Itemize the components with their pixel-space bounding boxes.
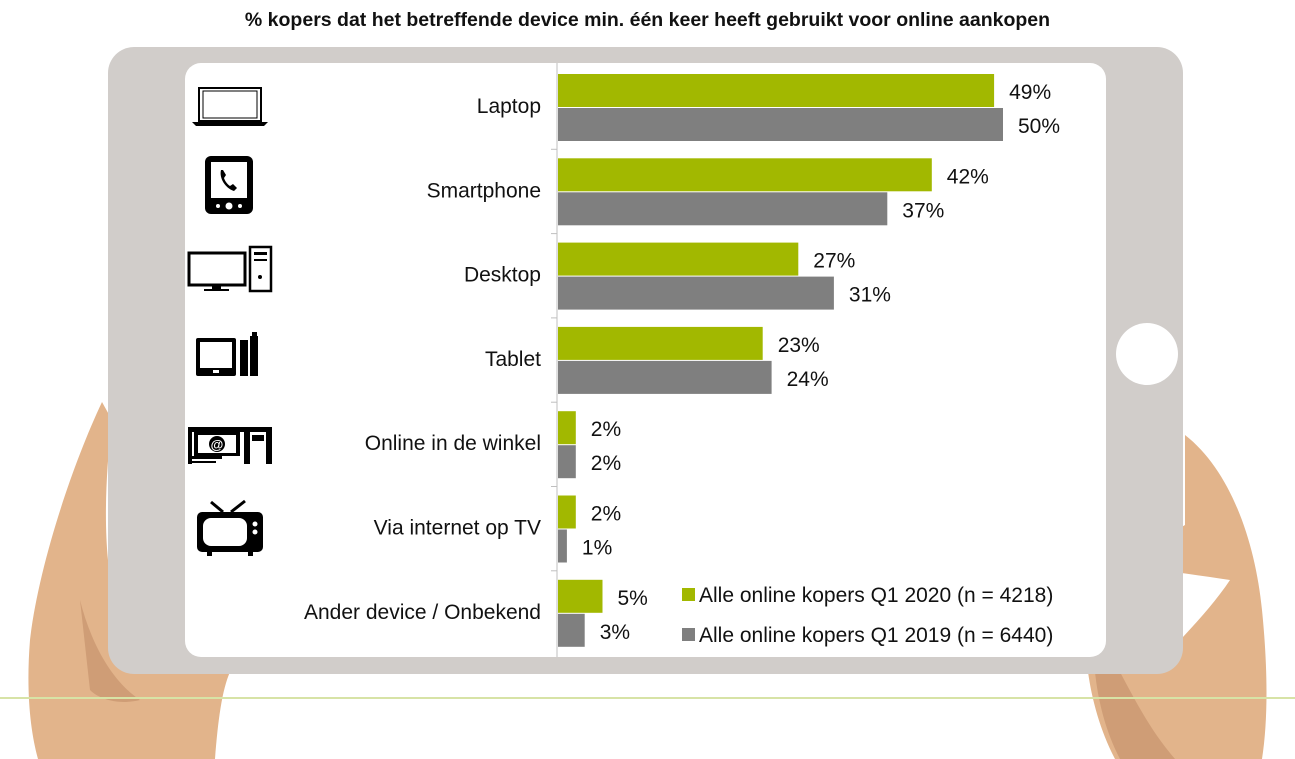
data-label: 2%	[591, 452, 621, 475]
data-label: 50%	[1018, 115, 1060, 138]
legend-swatch	[682, 588, 695, 601]
bar-q1-2019	[558, 192, 888, 226]
right-hand-shadow	[1095, 672, 1175, 759]
bar-q1-2020	[558, 158, 932, 192]
category-label: Smartphone	[427, 179, 541, 202]
right-hand	[1077, 435, 1267, 759]
data-label: 2%	[591, 418, 621, 441]
bar-q1-2019	[558, 445, 576, 479]
data-label: 2%	[591, 503, 621, 526]
data-label: 24%	[787, 368, 829, 391]
shop-terminal-icon: @	[188, 427, 272, 464]
bar-q1-2020	[558, 495, 576, 529]
legend-swatch	[682, 628, 695, 641]
category-label: Laptop	[477, 95, 541, 118]
divider-line	[0, 697, 1295, 699]
smartphone-icon	[205, 156, 253, 214]
data-label: 37%	[902, 199, 944, 222]
tablet-icon	[196, 332, 258, 376]
bar-q1-2019	[558, 529, 567, 563]
data-label: 42%	[947, 165, 989, 188]
data-label: 3%	[600, 621, 630, 644]
category-label: Ander device / Onbekend	[304, 601, 541, 624]
bar-q1-2020	[558, 326, 763, 360]
svg-text:@: @	[211, 437, 224, 452]
legend-label: Alle online kopers Q1 2020 (n = 4218)	[699, 584, 1053, 607]
bar-q1-2020	[558, 579, 603, 613]
bar-q1-2019	[558, 613, 585, 647]
data-label: 5%	[618, 587, 648, 610]
left-hand-shadow	[80, 600, 140, 702]
tv-icon	[197, 499, 263, 556]
chart-title: % kopers dat het betreffende device min.…	[244, 9, 1051, 31]
category-label: Online in de winkel	[365, 432, 541, 455]
data-label: 27%	[813, 250, 855, 273]
laptop-icon	[192, 87, 268, 126]
category-label: Tablet	[485, 348, 541, 371]
bar-q1-2020	[558, 242, 799, 276]
category-label: Via internet op TV	[374, 517, 541, 540]
data-label: 1%	[582, 537, 612, 560]
bar-q1-2019	[558, 108, 1003, 141]
home-button	[1116, 323, 1178, 385]
data-label: 23%	[778, 334, 820, 357]
bar-q1-2019	[558, 360, 772, 394]
bar-q1-2019	[558, 276, 834, 310]
left-hand	[28, 402, 230, 759]
bar-q1-2020	[558, 74, 995, 107]
bar-q1-2020	[558, 411, 576, 445]
legend-label: Alle online kopers Q1 2019 (n = 6440)	[699, 624, 1053, 647]
category-label: Desktop	[464, 264, 541, 287]
desktop-icon	[187, 245, 273, 293]
data-label: 31%	[849, 284, 891, 307]
data-label: 49%	[1009, 81, 1051, 104]
